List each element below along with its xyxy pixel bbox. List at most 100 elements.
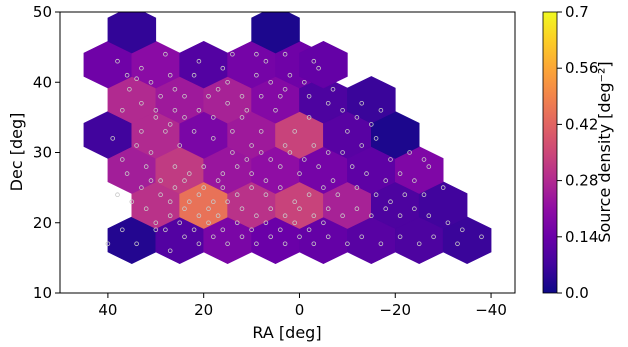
- source-point: [134, 241, 139, 247]
- source-point: [345, 241, 350, 247]
- hexbin-cell: [347, 76, 396, 124]
- source-point: [325, 150, 331, 155]
- source-point: [163, 129, 168, 134]
- source-point: [182, 178, 187, 183]
- source-point: [124, 171, 130, 176]
- source-point: [254, 51, 259, 57]
- hexbin-cell: [251, 12, 300, 54]
- source-point: [234, 164, 240, 169]
- source-point: [220, 65, 226, 71]
- source-point: [148, 178, 154, 183]
- source-point: [254, 72, 259, 78]
- source-point: [402, 192, 408, 198]
- source-point: [201, 164, 207, 169]
- source-point: [244, 108, 250, 113]
- source-point: [263, 178, 269, 183]
- source-point: [225, 101, 230, 106]
- source-point: [282, 51, 288, 57]
- source-point: [383, 206, 389, 212]
- source-point: [254, 241, 259, 247]
- source-point: [397, 213, 403, 219]
- source-point: [211, 115, 216, 120]
- source-point: [211, 136, 216, 141]
- source-point: [239, 115, 245, 120]
- source-point: [321, 220, 326, 226]
- source-point: [287, 150, 293, 155]
- source-point: [172, 108, 178, 113]
- source-point: [421, 192, 427, 198]
- source-point: [340, 213, 345, 219]
- source-point: [455, 241, 460, 247]
- source-point: [139, 185, 144, 190]
- source-point: [215, 213, 221, 219]
- source-point: [383, 178, 389, 183]
- source-point: [172, 164, 178, 169]
- source-point: [354, 185, 360, 190]
- source-point: [373, 136, 379, 141]
- source-point: [153, 115, 159, 120]
- source-point: [191, 227, 197, 233]
- source-point: [187, 171, 192, 176]
- source-point: [249, 171, 254, 176]
- source-point: [378, 241, 384, 247]
- source-point: [120, 108, 125, 113]
- source-point: [459, 227, 465, 233]
- source-point: [234, 220, 240, 226]
- source-point: [206, 206, 211, 212]
- source-point: [325, 101, 331, 106]
- source-point: [211, 234, 216, 240]
- source-point: [258, 94, 264, 99]
- source-point: [120, 227, 125, 233]
- source-point: [244, 157, 250, 162]
- source-point: [263, 192, 269, 198]
- source-point: [311, 213, 317, 219]
- source-point: [158, 192, 163, 198]
- source-point: [206, 94, 211, 99]
- source-point: [368, 122, 374, 127]
- source-point: [225, 80, 230, 85]
- x-tick-label: 40: [98, 301, 117, 319]
- source-point: [110, 136, 115, 141]
- colorbar-tick-label: 0.56: [565, 59, 598, 77]
- source-point: [139, 101, 144, 106]
- source-point: [220, 171, 226, 176]
- y-axis-ticks: 10 20 30 40 50: [33, 3, 60, 302]
- source-point: [258, 150, 264, 155]
- source-point: [127, 87, 132, 92]
- source-point: [421, 157, 427, 162]
- source-point: [297, 206, 302, 212]
- source-point: [268, 80, 274, 85]
- source-point: [254, 213, 259, 219]
- source-point: [191, 72, 197, 78]
- y-axis-label: Dec [deg]: [7, 113, 26, 192]
- source-point: [335, 192, 341, 198]
- source-point: [196, 192, 202, 198]
- source-point: [292, 199, 298, 205]
- source-point: [345, 129, 350, 134]
- source-point: [115, 58, 120, 64]
- source-point: [311, 58, 317, 64]
- source-point: [426, 213, 432, 219]
- x-axis-label: RA [deg]: [252, 323, 321, 342]
- source-point: [445, 220, 451, 226]
- source-point: [134, 143, 139, 148]
- source-point: [297, 234, 302, 240]
- source-point: [306, 192, 312, 198]
- source-point: [297, 171, 302, 176]
- source-point: [249, 227, 254, 233]
- y-tick-label: 50: [33, 3, 52, 21]
- source-point: [273, 108, 278, 113]
- source-point: [349, 164, 355, 169]
- source-point: [287, 72, 293, 78]
- hexbin-cell: [107, 12, 157, 54]
- source-point: [263, 220, 269, 226]
- source-point: [316, 164, 321, 169]
- source-point: [397, 171, 403, 176]
- source-point: [139, 65, 144, 71]
- source-point: [277, 164, 283, 169]
- source-point: [115, 192, 120, 198]
- x-tick-label: 20: [194, 301, 213, 319]
- source-point: [172, 185, 178, 190]
- colorbar-tick-label: 0.7: [565, 3, 589, 21]
- source-point: [321, 185, 326, 190]
